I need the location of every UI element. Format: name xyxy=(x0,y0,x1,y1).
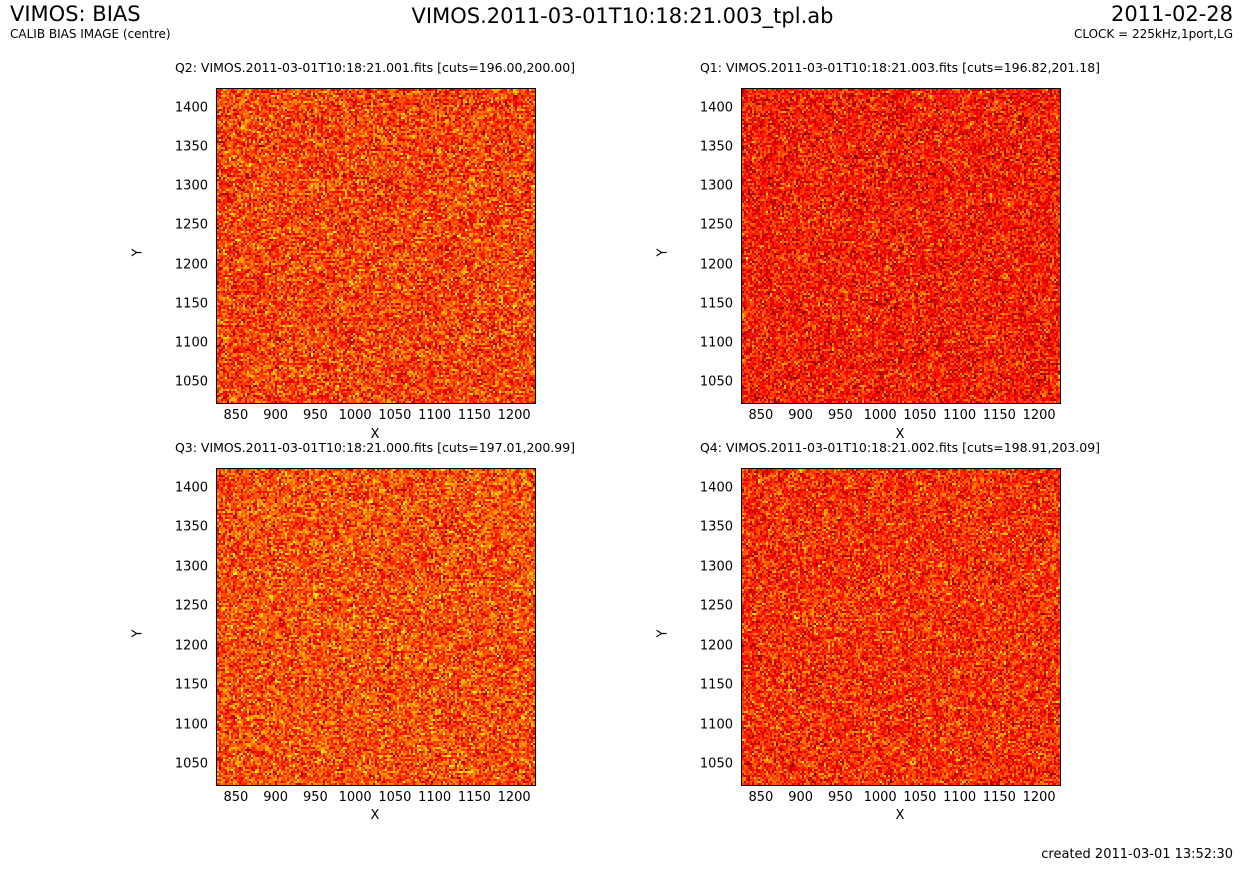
x-axis-label: X xyxy=(895,427,905,442)
bias-frame-image-q4 xyxy=(742,469,1060,785)
y-tick-label: 1200 xyxy=(174,257,208,273)
x-tick-label: 1050 xyxy=(903,790,937,805)
x-tick-label: 1050 xyxy=(903,408,937,423)
x-tick-label: 1100 xyxy=(943,790,977,805)
x-tick-label: 1000 xyxy=(863,790,897,805)
x-tick-label: 850 xyxy=(748,408,774,423)
y-tick-label: 1400 xyxy=(174,100,208,116)
observation-date: 2011-02-28 xyxy=(1110,2,1233,26)
x-tick-label: 1200 xyxy=(497,790,531,805)
x-axis-label: X xyxy=(370,808,380,823)
y-tick-label: 1100 xyxy=(174,717,208,733)
x-tick-label: 1150 xyxy=(457,408,491,423)
y-tick-label: 1050 xyxy=(699,756,733,772)
x-tick-label: 900 xyxy=(263,790,289,805)
x-tick-label: 950 xyxy=(827,790,853,805)
image-axes-q1[interactable] xyxy=(741,88,1061,404)
x-tick-label: 1000 xyxy=(863,408,897,423)
x-tick-label: 1200 xyxy=(1022,408,1056,423)
y-tick-label: 1200 xyxy=(174,638,208,654)
y-tick-label: 1350 xyxy=(699,519,733,535)
x-tick-label: 1200 xyxy=(497,408,531,423)
x-tick-label: 1150 xyxy=(982,408,1016,423)
y-tick-label: 1300 xyxy=(174,559,208,575)
y-tick-label: 1150 xyxy=(699,296,733,312)
x-tick-label: 1000 xyxy=(338,790,372,805)
y-tick-label: 1400 xyxy=(699,480,733,496)
y-tick-label: 1100 xyxy=(699,335,733,351)
x-tick-label: 1100 xyxy=(418,790,452,805)
bias-frame-image-q3 xyxy=(217,469,535,785)
x-tick-label: 1050 xyxy=(378,790,412,805)
x-tick-label: 900 xyxy=(788,408,814,423)
x-tick-label: 1150 xyxy=(982,790,1016,805)
y-tick-label: 1150 xyxy=(174,296,208,312)
x-tick-label: 1100 xyxy=(418,408,452,423)
panel-title-q4: Q4: VIMOS.2011-03-01T10:18:21.002.fits [… xyxy=(699,440,1101,455)
x-tick-label: 950 xyxy=(302,790,328,805)
x-tick-label: 850 xyxy=(223,408,249,423)
y-tick-label: 1350 xyxy=(174,519,208,535)
y-tick-label: 1250 xyxy=(174,598,208,614)
y-tick-label: 1250 xyxy=(699,598,733,614)
x-tick-label: 1000 xyxy=(338,408,372,423)
y-tick-label: 1100 xyxy=(699,717,733,733)
created-timestamp: created 2011-03-01 13:52:30 xyxy=(1041,847,1233,862)
y-tick-label: 1200 xyxy=(699,257,733,273)
x-tick-label: 1050 xyxy=(378,408,412,423)
y-tick-label: 1050 xyxy=(699,374,733,390)
clock-setting: CLOCK = 225kHz,1port,LG xyxy=(1073,27,1233,41)
y-tick-label: 1300 xyxy=(699,178,733,194)
y-tick-label: 1250 xyxy=(174,217,208,233)
image-axes-q3[interactable] xyxy=(216,468,536,786)
x-axis-label: X xyxy=(895,808,905,823)
x-tick-label: 900 xyxy=(788,790,814,805)
instrument-title: VIMOS: BIAS xyxy=(10,2,141,26)
y-tick-label: 1400 xyxy=(699,100,733,116)
x-tick-label: 1150 xyxy=(457,790,491,805)
x-axis-label: X xyxy=(370,427,380,442)
image-axes-q4[interactable] xyxy=(741,468,1061,786)
y-tick-label: 1350 xyxy=(699,139,733,155)
y-tick-label: 1300 xyxy=(699,559,733,575)
header-center-block: VIMOS.2011-03-01T10:18:21.003_tpl.ab xyxy=(0,4,1245,29)
y-tick-label: 1300 xyxy=(174,178,208,194)
panel-title-q2: Q2: VIMOS.2011-03-01T10:18:21.001.fits [… xyxy=(174,60,576,75)
instrument-subtitle: CALIB BIAS IMAGE (centre) xyxy=(10,27,171,41)
y-tick-label: 1050 xyxy=(174,756,208,772)
y-tick-label: 1050 xyxy=(174,374,208,390)
y-tick-label: 1400 xyxy=(174,480,208,496)
x-tick-label: 850 xyxy=(223,790,249,805)
y-tick-label: 1150 xyxy=(174,677,208,693)
y-axis-label: Y xyxy=(130,248,146,257)
x-tick-label: 1100 xyxy=(943,408,977,423)
header-left-block: VIMOS: BIAS CALIB BIAS IMAGE (centre) xyxy=(10,2,171,42)
x-tick-label: 1200 xyxy=(1022,790,1056,805)
y-tick-label: 1100 xyxy=(174,335,208,351)
y-tick-label: 1150 xyxy=(699,677,733,693)
bias-frame-image-q1 xyxy=(742,89,1060,403)
y-axis-label: Y xyxy=(130,629,146,638)
y-axis-label: Y xyxy=(655,248,671,257)
x-tick-label: 900 xyxy=(263,408,289,423)
y-tick-label: 1200 xyxy=(699,638,733,654)
bias-frame-image-q2 xyxy=(217,89,535,403)
x-tick-label: 950 xyxy=(827,408,853,423)
panel-title-q3: Q3: VIMOS.2011-03-01T10:18:21.000.fits [… xyxy=(174,440,576,455)
y-axis-label: Y xyxy=(655,629,671,638)
y-tick-label: 1250 xyxy=(699,217,733,233)
header-right-block: 2011-02-28 CLOCK = 225kHz,1port,LG xyxy=(1074,2,1233,42)
page-title: VIMOS.2011-03-01T10:18:21.003_tpl.ab xyxy=(411,4,834,28)
panel-title-q1: Q1: VIMOS.2011-03-01T10:18:21.003.fits [… xyxy=(699,60,1101,75)
x-tick-label: 950 xyxy=(302,408,328,423)
image-axes-q2[interactable] xyxy=(216,88,536,404)
y-tick-label: 1350 xyxy=(174,139,208,155)
x-tick-label: 850 xyxy=(748,790,774,805)
